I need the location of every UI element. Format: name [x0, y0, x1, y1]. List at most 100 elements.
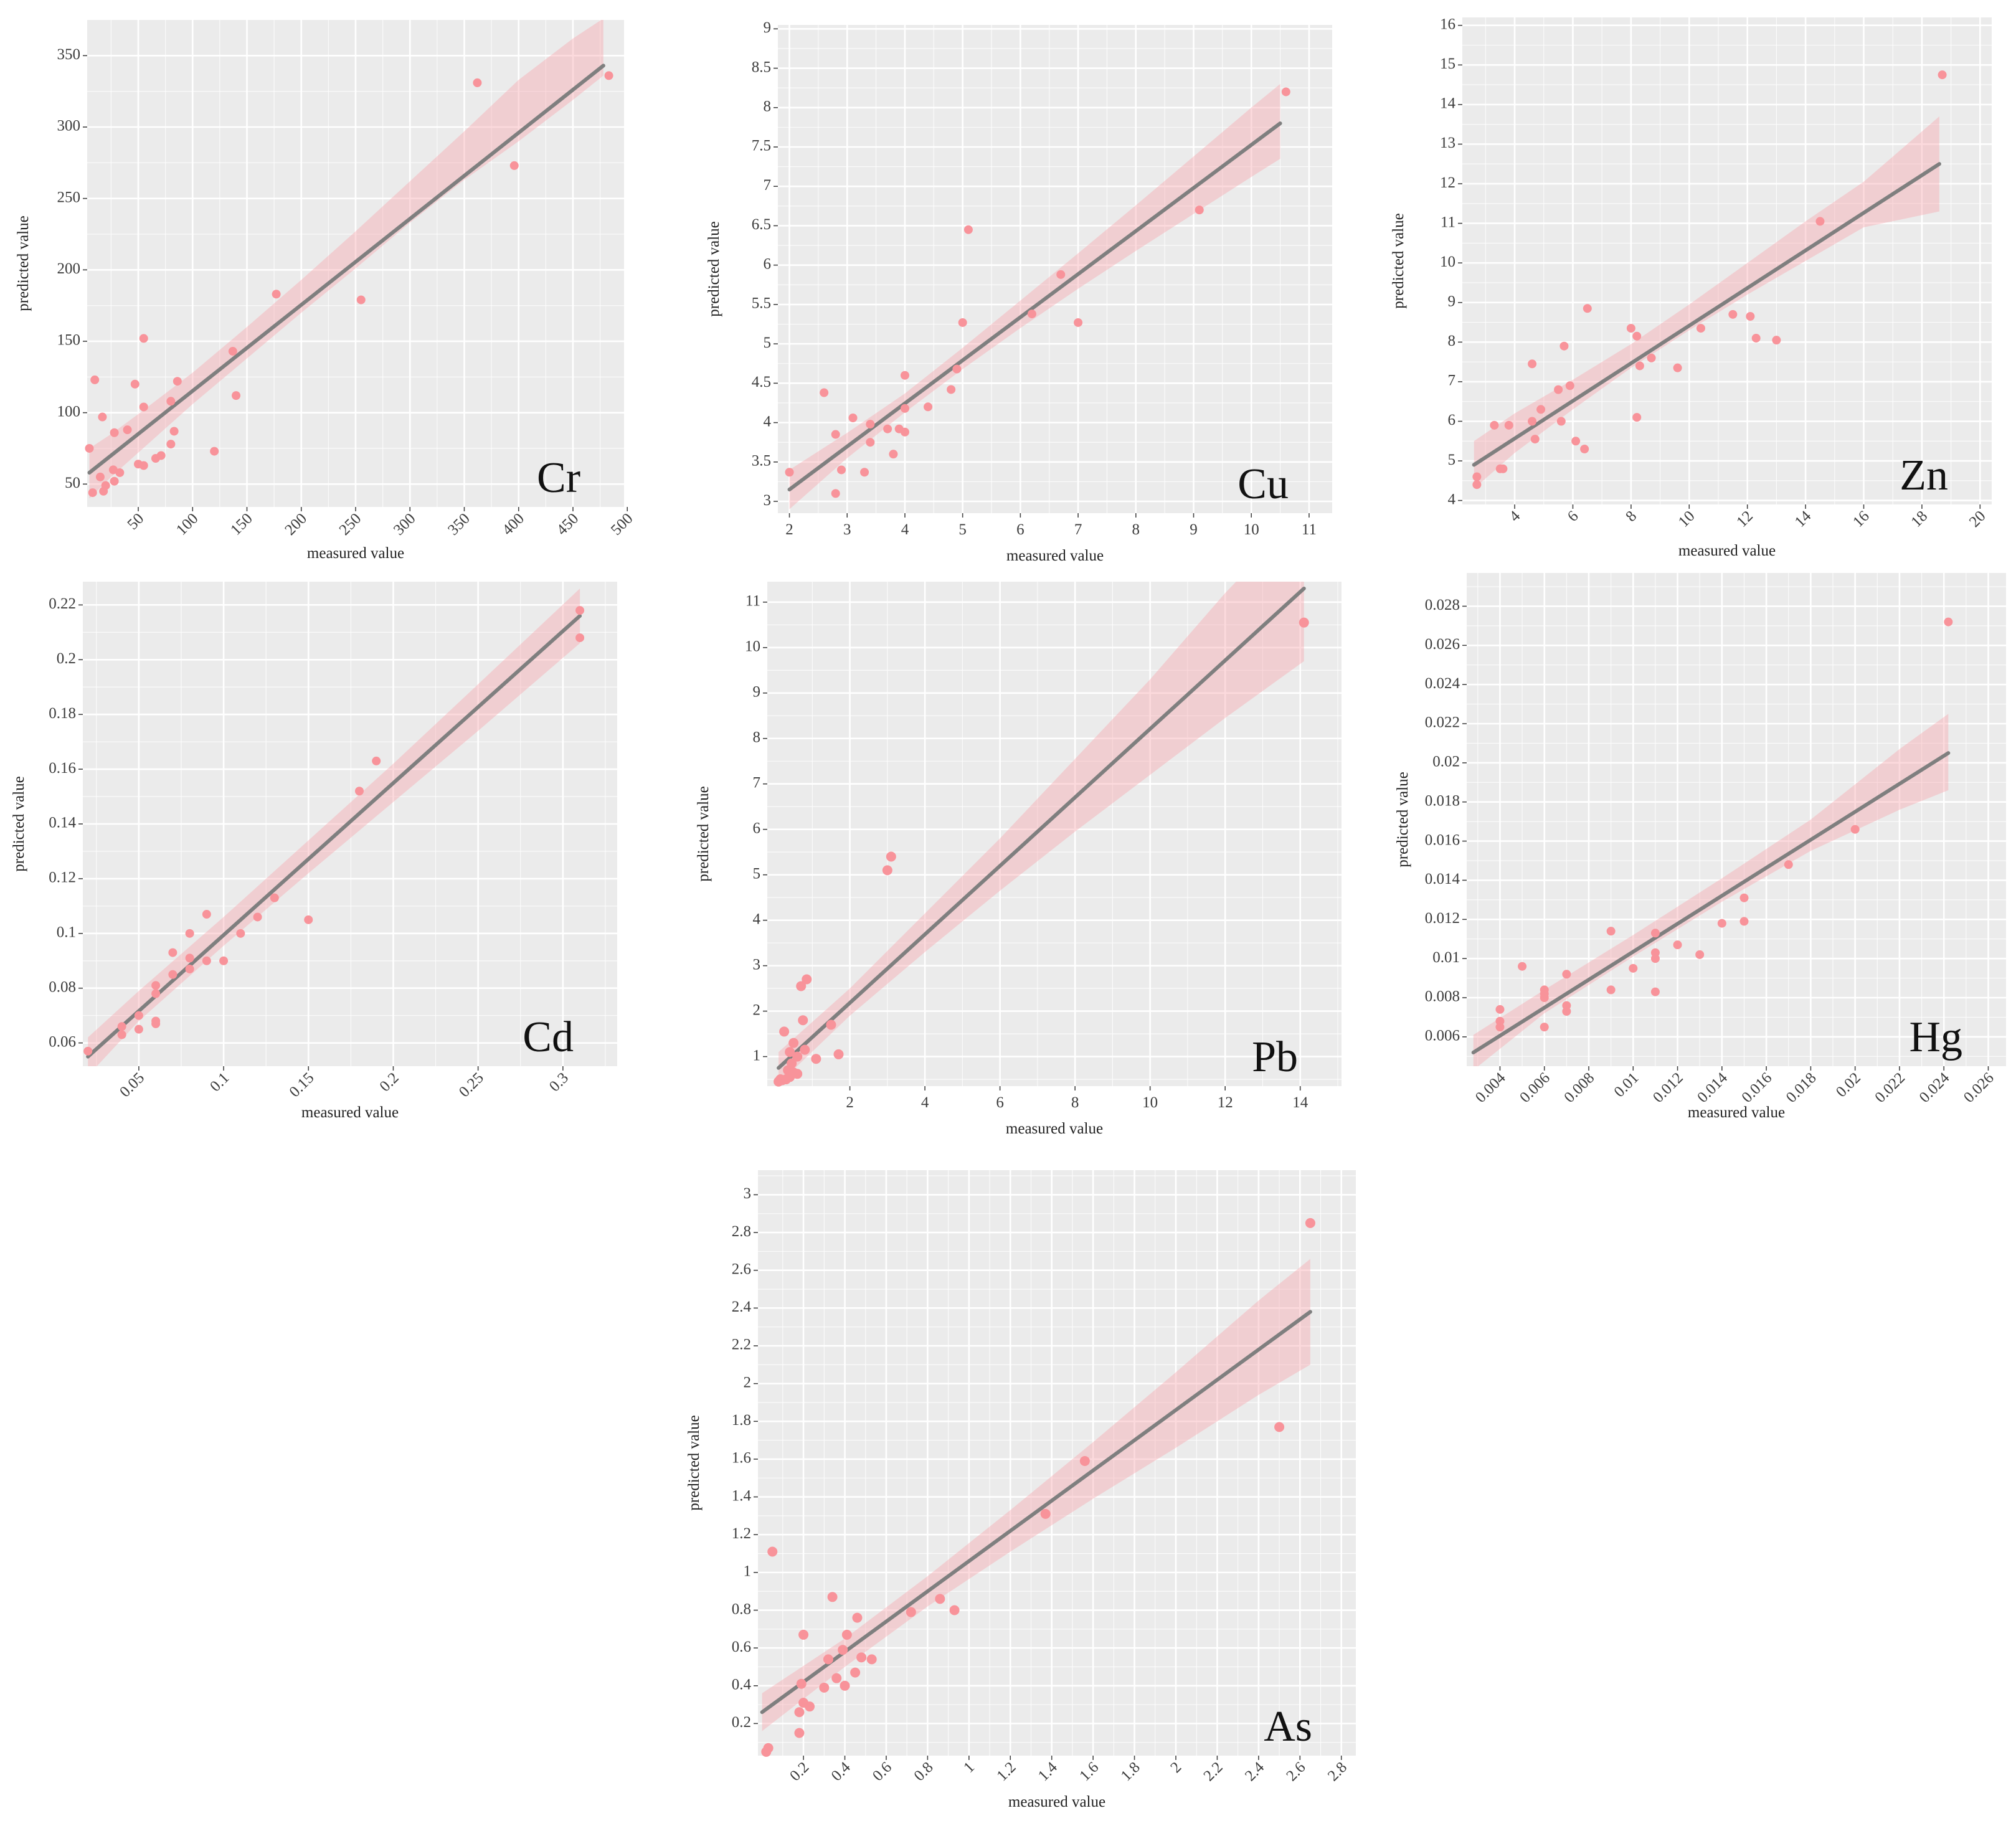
data-point [1647, 353, 1656, 362]
data-point [798, 1015, 808, 1026]
data-point [202, 956, 211, 965]
data-point [1490, 420, 1499, 430]
data-point [841, 1629, 852, 1640]
data-point [1696, 324, 1705, 333]
data-point [98, 412, 107, 422]
data-point [1565, 381, 1574, 390]
data-point [202, 910, 211, 919]
y-tick-label: 2 [744, 1374, 752, 1391]
data-point [1632, 413, 1642, 422]
x-tick-label: 5 [958, 521, 967, 538]
x-tick-label: 11 [1302, 521, 1317, 538]
regression-line [1471, 751, 1951, 1054]
y-tick-label: 300 [57, 118, 81, 135]
element-label: Cr [537, 454, 580, 502]
data-point [1772, 336, 1781, 345]
y-axis-title: predicted value [1390, 213, 1407, 308]
x-tick-label: 2.6 [1283, 1759, 1309, 1784]
y-tick-label: 0.6 [732, 1639, 751, 1655]
data-point [883, 424, 892, 433]
data-point [173, 377, 182, 386]
data-point [886, 851, 896, 862]
x-tick-label: 50 [125, 510, 148, 533]
x-tick-label: 0.2 [377, 1069, 402, 1095]
y-tick-label: 6 [1448, 412, 1456, 428]
x-tick-label: 0.6 [869, 1759, 895, 1784]
data-point [924, 402, 933, 412]
y-tick-label: 0.016 [1425, 831, 1460, 848]
x-tick-label: 20 [1966, 508, 1989, 531]
data-point [831, 1673, 842, 1683]
data-point [1528, 417, 1537, 426]
data-point [575, 633, 585, 643]
data-point [947, 385, 956, 394]
data-point [802, 974, 812, 985]
y-tick-label: 12 [1440, 174, 1455, 191]
data-point [1495, 1005, 1505, 1014]
y-tick-label: 250 [57, 189, 81, 206]
data-point [1850, 825, 1860, 834]
data-point [1650, 987, 1660, 996]
data-point [900, 427, 909, 437]
plot-background [758, 1170, 1356, 1756]
data-point [1673, 940, 1682, 950]
data-point [1281, 87, 1290, 97]
data-point [1554, 385, 1563, 394]
data-point [1530, 435, 1540, 444]
x-tick-label: 1 [960, 1759, 978, 1776]
y-tick-label: 150 [57, 332, 81, 349]
x-tick-label: 1.4 [1035, 1759, 1061, 1785]
y-tick-label: 2 [753, 1001, 761, 1018]
y-tick-label: 10 [1440, 253, 1455, 270]
data-point [272, 290, 281, 299]
y-tick-label: 9 [1448, 293, 1456, 310]
x-tick-label: 0.05 [116, 1069, 148, 1100]
data-point [270, 893, 279, 902]
data-point [117, 1022, 126, 1031]
x-tick-label: 4 [921, 1094, 929, 1111]
x-tick-label: 0.2 [787, 1759, 812, 1784]
data-point [1195, 206, 1204, 215]
data-point [889, 450, 898, 459]
data-point [848, 413, 858, 422]
y-tick-label: 11 [1441, 214, 1455, 230]
data-point [785, 1047, 795, 1057]
x-axis-title: measured value [1006, 547, 1104, 564]
y-tick-label: 0.012 [1425, 910, 1460, 927]
data-point [856, 1652, 867, 1663]
data-point [151, 981, 161, 990]
data-point [949, 1605, 960, 1615]
y-tick-label: 0.1 [57, 924, 76, 941]
data-point [1632, 331, 1642, 341]
y-tick-label: 0.018 [1425, 792, 1460, 809]
x-tick-label: 0.022 [1872, 1069, 1908, 1106]
x-tick-label: 300 [390, 510, 419, 539]
data-point [356, 295, 366, 305]
data-point [1571, 437, 1581, 446]
x-tick-label: 0.026 [1961, 1069, 1997, 1106]
x-tick-label: 8 [1071, 1094, 1079, 1111]
data-point [796, 981, 807, 991]
data-point [840, 1680, 850, 1691]
data-point [823, 1654, 833, 1665]
element-label: Cd [523, 1013, 574, 1061]
y-tick-label: 2.2 [732, 1336, 751, 1353]
data-point [156, 451, 166, 460]
plot-background [778, 25, 1332, 513]
y-tick-label: 0.01 [1432, 949, 1460, 966]
x-axis-title: measured value [301, 1104, 399, 1121]
plot-background [767, 582, 1342, 1086]
data-point [900, 371, 909, 380]
confidence-band [1474, 116, 1939, 489]
data-point [1650, 929, 1660, 938]
y-tick-label: 0.18 [49, 705, 76, 722]
data-point [794, 1707, 805, 1718]
data-point [354, 787, 364, 796]
data-point [1629, 963, 1638, 973]
data-point [958, 318, 967, 327]
y-tick-label: 0.02 [1432, 754, 1460, 770]
x-tick-label: 2 [1167, 1759, 1185, 1776]
x-tick-label: 2 [785, 521, 793, 538]
data-point [763, 1743, 774, 1753]
data-point [785, 468, 794, 477]
